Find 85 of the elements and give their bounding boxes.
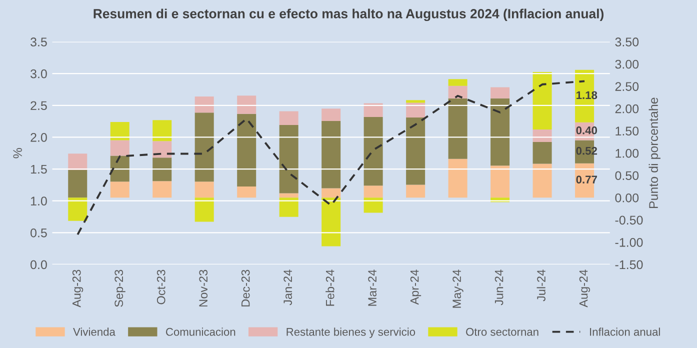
bar (532, 164, 552, 198)
y2-tick-label: -1.50 (615, 260, 643, 270)
bar (406, 102, 426, 118)
y2-tick-label: 1.50 (616, 126, 639, 136)
y2-tick-label: 0.00 (615, 193, 639, 202)
bar (322, 108, 341, 122)
bar (532, 142, 552, 164)
x-tick-label: Apr-24 (410, 270, 422, 305)
x-tick-label: Aug-24 (579, 270, 590, 308)
bar (322, 198, 341, 246)
data-label: 0.77 (576, 176, 597, 184)
x-tick-label: Aug-23 (72, 270, 84, 308)
y-tick-label: 2.5 (30, 101, 47, 110)
bar (152, 158, 172, 182)
bar (448, 98, 468, 159)
bar (322, 188, 341, 198)
x-tick-label: Dec-23 (241, 270, 250, 306)
bar (490, 166, 510, 198)
x-tick-label: Nov-23 (199, 270, 208, 306)
y2-tick-label: 2.00 (615, 104, 639, 114)
x-tick-label: Sep-23 (114, 270, 126, 307)
bar (364, 198, 383, 213)
bar (448, 86, 468, 98)
x-tick-label: Feb-24 (326, 270, 334, 306)
bar (322, 121, 341, 188)
legend-label: Inflacion anual (590, 328, 660, 336)
bar (237, 114, 256, 187)
legend-label: Comunicacion (166, 328, 236, 336)
y-tick-label: 3.0 (30, 69, 47, 78)
bar (68, 198, 88, 221)
y2-tick-label: 0.50 (615, 171, 639, 180)
bar (194, 96, 214, 113)
y-axis-title: % (13, 148, 22, 158)
bar (490, 98, 510, 166)
y2-tick-label: 1.00 (616, 148, 639, 158)
y2-tick-label: 2.50 (615, 82, 639, 91)
bar (110, 122, 130, 140)
y2-tick-label: -0.50 (615, 216, 643, 225)
bar (194, 198, 214, 222)
x-tick-label: Jul-24 (536, 270, 546, 302)
bar (406, 100, 426, 103)
y2-tick-label: 3.00 (615, 60, 639, 69)
bar (152, 120, 172, 142)
chart-title: Resumen di e sectornan cu e efecto mas halto na Augustus 2024 (Inflacion anual) (94, 8, 604, 22)
x-tick-label: Oct-23 (156, 270, 166, 304)
y-tick-label: 1.5 (30, 164, 47, 174)
bar (68, 170, 88, 198)
x-tick-label: May-24 (452, 270, 464, 308)
bar (364, 117, 383, 186)
bar (237, 96, 256, 114)
bar (279, 111, 298, 126)
legend-label: Vivienda (73, 328, 116, 336)
bar (406, 184, 426, 198)
x-tick-label: Jun-24 (494, 270, 504, 306)
y-tick-label: 1.0 (30, 196, 47, 206)
x-tick-label: Mar-24 (368, 270, 376, 306)
y-tick-label: 2.0 (30, 133, 47, 142)
data-label: 0.40 (576, 126, 597, 134)
bar (448, 158, 468, 198)
bar (448, 79, 468, 86)
bar (194, 182, 214, 198)
bar (279, 125, 298, 194)
bar (279, 198, 298, 217)
y-tick-label: 0.5 (30, 228, 47, 238)
legend-label: Restante bienes y servicio (286, 328, 416, 338)
bar (237, 186, 256, 198)
bar (532, 72, 552, 130)
legend-label: Otro sectornan (466, 328, 538, 336)
bar (152, 141, 172, 158)
bar (364, 103, 383, 118)
bar (68, 154, 88, 170)
bar (364, 186, 383, 198)
x-tick-label: Jan-24 (284, 270, 292, 306)
bar (194, 112, 214, 182)
y-tick-label: 0.0 (30, 260, 47, 270)
bar (406, 117, 426, 185)
bar (490, 87, 510, 98)
bar (110, 182, 130, 198)
y-tick-label: 3.5 (30, 38, 47, 46)
bar (279, 193, 298, 198)
bar (110, 140, 130, 156)
bar (152, 181, 172, 198)
y2-axis-title: Punto di porcentahe (648, 98, 660, 208)
y2-tick-label: 3.50 (615, 38, 639, 46)
y2-tick-label: -1.00 (615, 238, 643, 247)
